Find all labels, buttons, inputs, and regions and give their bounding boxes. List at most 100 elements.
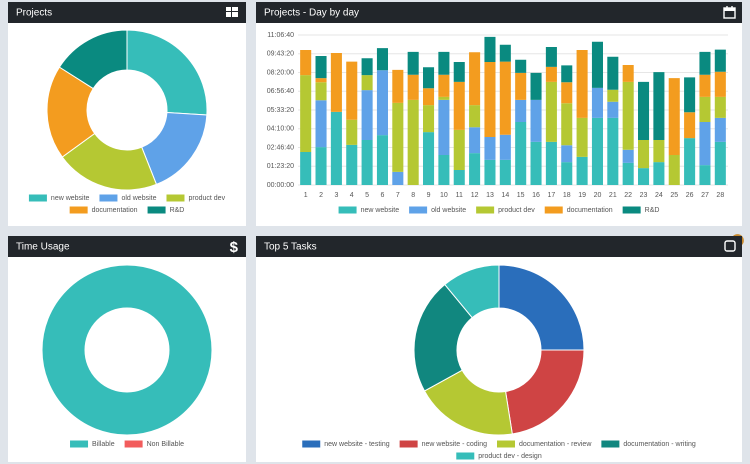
bar-segment <box>591 117 603 185</box>
y-tick-label: 08:20:00 <box>267 69 294 76</box>
bar-segment <box>484 159 496 185</box>
legend-item: new website - coding <box>399 440 487 448</box>
bar-segment <box>484 36 496 62</box>
bar-segment <box>638 140 650 169</box>
bar-segment <box>591 41 603 88</box>
x-tick-label: 7 <box>396 192 400 199</box>
bar-segment <box>515 122 527 185</box>
legend-item: Billable <box>70 440 115 448</box>
bar-segment <box>469 52 481 106</box>
bar-segment <box>438 96 450 100</box>
panel-header <box>256 2 742 23</box>
donut-slice <box>413 283 473 392</box>
bar-segment <box>684 112 696 139</box>
bar-segment <box>300 152 312 185</box>
x-tick-label: 21 <box>609 192 617 199</box>
legend-item: Non Billable <box>124 440 184 448</box>
x-tick-label: 16 <box>532 192 540 199</box>
y-tick-label: 11:06:40 <box>267 32 294 39</box>
grid-icon[interactable] <box>226 7 238 17</box>
x-tick-label: 6 <box>381 192 385 199</box>
bar-segment <box>530 99 542 142</box>
bar-segment <box>392 171 404 185</box>
bar-segment <box>469 153 481 185</box>
bar-segment <box>699 122 711 166</box>
x-tick-label: 28 <box>716 192 724 199</box>
legend: new website old website product dev documen… <box>338 206 659 214</box>
bar-segment <box>453 81 465 130</box>
bar-segment <box>699 96 711 122</box>
legend-label: product dev <box>498 207 535 214</box>
bar-segment <box>653 72 665 140</box>
donut <box>46 29 208 191</box>
bar-segment <box>622 149 634 163</box>
bar-segment <box>515 72 527 100</box>
bar-segment <box>438 155 450 185</box>
panel-title: Projects - Day by day <box>264 8 359 19</box>
donut-slice <box>444 264 500 319</box>
legend-swatch <box>476 206 495 214</box>
bar-segment <box>622 81 634 150</box>
bar-segment <box>622 162 634 185</box>
x-tick-label: 4 <box>350 192 354 199</box>
bar-segment <box>315 56 327 79</box>
legend-swatch <box>622 206 641 214</box>
bar-segment <box>330 111 342 185</box>
bar-segment <box>515 59 527 73</box>
y-tick-label: 06:56:40 <box>267 88 294 95</box>
legend-swatch <box>70 440 89 448</box>
panel-title: Top 5 Tasks <box>264 242 317 253</box>
bar-segment <box>315 147 327 185</box>
legend-label: new website <box>51 195 90 202</box>
panel-title: Projects <box>16 8 52 19</box>
bar-segment <box>668 78 680 155</box>
bar-segment <box>376 70 388 136</box>
legend-label: Non Billable <box>147 441 184 448</box>
bar-segment <box>438 51 450 75</box>
legend-item: product dev <box>476 206 535 214</box>
bar-segment <box>499 134 511 160</box>
legend-item: product dev <box>166 194 226 202</box>
bar-segment <box>607 101 619 118</box>
x-tick-label: 24 <box>655 192 663 199</box>
bar-segment <box>561 162 573 185</box>
legend-label: new website <box>361 207 400 214</box>
bar-segment <box>668 155 680 185</box>
legend-swatch <box>601 440 620 448</box>
bar-segment <box>545 141 557 185</box>
bar-segment <box>499 159 511 185</box>
legend-swatch <box>409 206 428 214</box>
legend-swatch <box>456 452 475 460</box>
legend-item: documentation <box>544 206 613 214</box>
donut <box>413 264 585 436</box>
legend-item: R&D <box>147 206 184 214</box>
legend-swatch <box>124 440 143 448</box>
x-tick-label: 11 <box>456 192 463 199</box>
bar-segment <box>315 78 327 83</box>
bar-segment <box>561 82 573 104</box>
calendar-icon[interactable] <box>723 6 736 19</box>
bar-segment <box>714 141 726 185</box>
bar-segment <box>361 90 373 140</box>
x-tick-label: 14 <box>501 192 509 199</box>
bar-segment <box>423 67 435 89</box>
donut-slice <box>504 349 585 435</box>
legend: Billable Non Billable <box>70 440 184 448</box>
bar-segment <box>438 99 450 155</box>
bar-segment <box>438 74 450 97</box>
legend-swatch <box>166 194 185 202</box>
bar-segment <box>484 62 496 137</box>
expand-icon[interactable] <box>724 234 744 252</box>
bar-segment <box>361 140 373 185</box>
legend-item: old website <box>409 206 466 214</box>
x-tick-label: 8 <box>411 192 415 199</box>
legend-swatch <box>497 440 515 448</box>
bar-segment <box>591 87 603 118</box>
x-tick-label: 17 <box>547 192 555 199</box>
legend-item: old website <box>99 194 157 202</box>
legend-item: product dev - design <box>456 452 542 460</box>
x-tick-label: 18 <box>563 192 571 199</box>
x-tick-label: 15 <box>517 192 525 199</box>
bar-segment <box>346 61 358 120</box>
bar-segment <box>407 99 419 185</box>
